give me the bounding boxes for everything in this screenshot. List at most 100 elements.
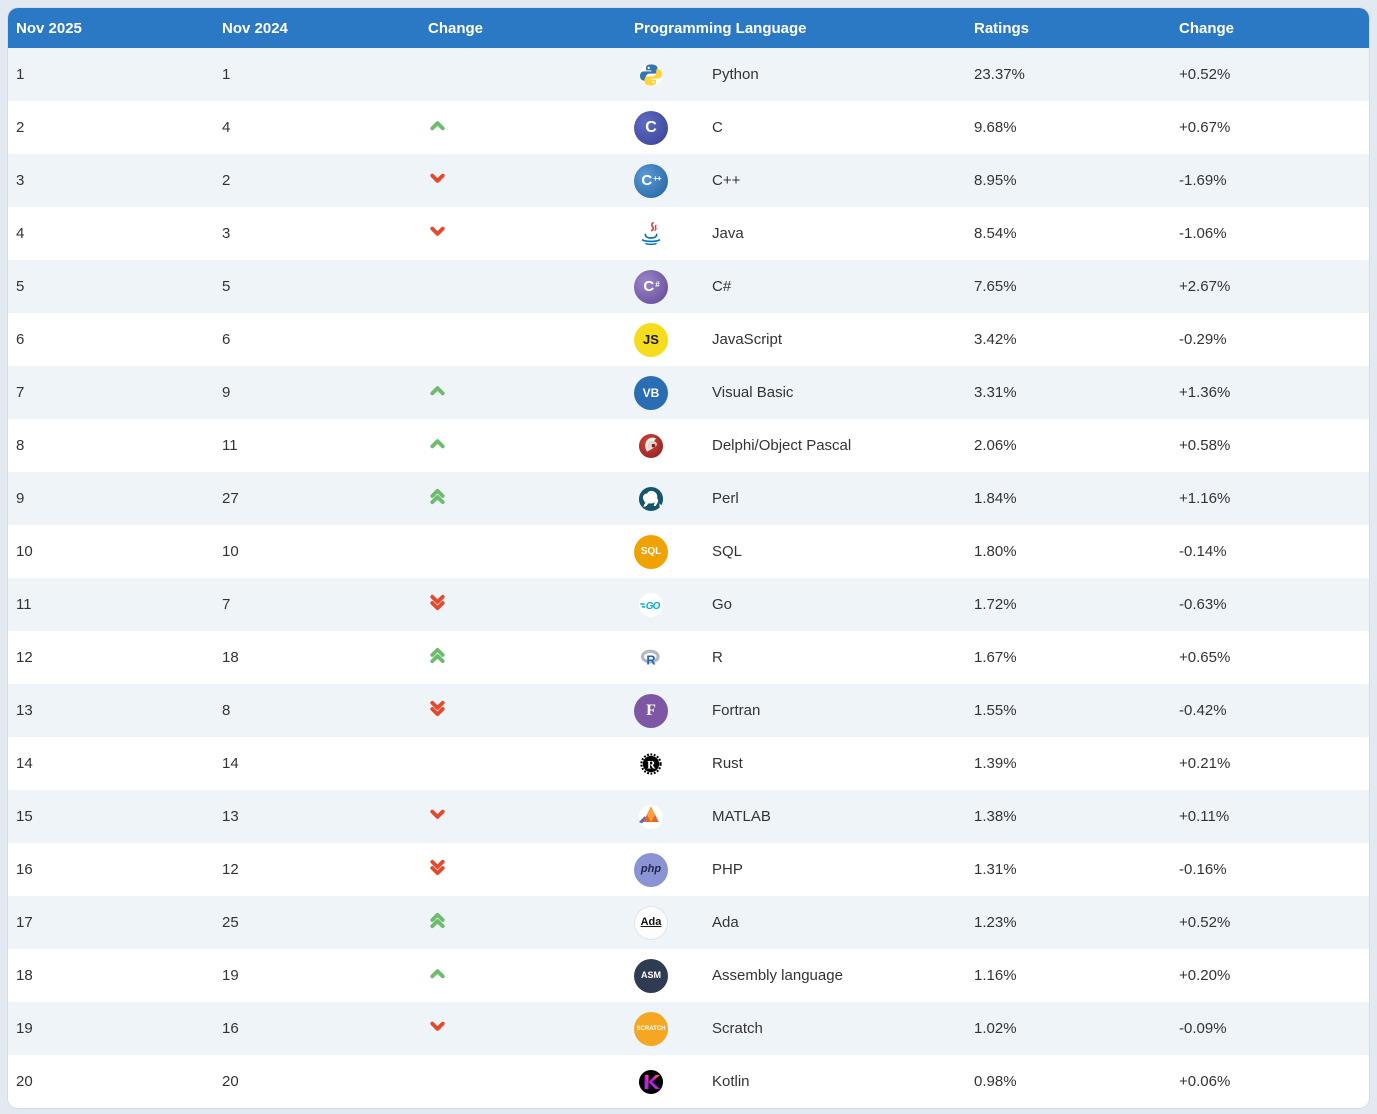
- rating-cell: 7.65%: [974, 278, 1017, 295]
- down-arrow-icon: [428, 805, 447, 828]
- table-row: 18 19 ASM Assembly language 1.16% +0.20%: [8, 949, 1369, 1002]
- rating-change-cell: -1.06%: [1179, 225, 1227, 242]
- rating-change-cell: -0.09%: [1179, 1020, 1227, 1037]
- table-row: 12 18 R R 1.67% +0.65%: [8, 631, 1369, 684]
- rating-cell: 1.72%: [974, 596, 1017, 613]
- table-row: 14 14 R Rust 1.39% +0.21%: [8, 737, 1369, 790]
- col-header-rank-change: Change: [428, 19, 484, 37]
- rating-cell: 1.80%: [974, 543, 1017, 560]
- table-row: 9 27 Perl 1.84% +1.16%: [8, 472, 1369, 525]
- language-label: Go: [712, 596, 733, 613]
- java-icon: [634, 217, 668, 251]
- language-cell: F Fortran: [626, 693, 966, 728]
- rating-change-cell: -0.63%: [1179, 596, 1227, 613]
- language-label: C#: [712, 278, 732, 295]
- language-label: Assembly language: [712, 967, 843, 984]
- language-label: R: [712, 649, 723, 666]
- language-label: Rust: [712, 755, 743, 772]
- rank-now-cell: 8: [16, 437, 25, 454]
- col-header-ratings: Ratings: [974, 19, 1030, 37]
- language-cell: C ++ C++: [626, 163, 966, 198]
- double-down-arrow-icon: [428, 858, 447, 881]
- rank-now-cell: 6: [16, 331, 25, 348]
- rating-change-cell: -0.29%: [1179, 331, 1227, 348]
- svg-text:R: R: [647, 759, 656, 771]
- rating-change-cell: +0.58%: [1179, 437, 1231, 454]
- up-arrow-icon: [428, 381, 447, 404]
- language-cell: C # C#: [626, 269, 966, 304]
- rating-change-cell: -0.14%: [1179, 543, 1227, 560]
- ada-icon-glyph: Ada: [640, 916, 662, 928]
- rating-change-cell: +0.21%: [1179, 755, 1231, 772]
- rank-change-cell: [420, 805, 626, 828]
- rank-change-cell: [420, 646, 626, 669]
- table-row: 6 6 JS JavaScript 3.42% -0.29%: [8, 313, 1369, 366]
- rank-prev-cell: 13: [222, 808, 239, 825]
- kotlin-icon: [634, 1065, 668, 1099]
- rank-prev-cell: 27: [222, 490, 239, 507]
- col-header-rank-now: Nov 2025: [16, 19, 82, 37]
- rating-cell: 1.84%: [974, 490, 1017, 507]
- language-label: Kotlin: [712, 1073, 750, 1090]
- table-row: 20 20 Kotlin 0.98% +0.06%: [8, 1055, 1369, 1108]
- language-cell: Delphi/Object Pascal: [626, 429, 966, 463]
- rank-change-cell: [420, 593, 626, 616]
- table-row: 17 25 Ada Ada 1.23% +0.52%: [8, 896, 1369, 949]
- rating-cell: 0.98%: [974, 1073, 1017, 1090]
- table-row: 13 8 F Fortran 1.55% -0.42%: [8, 684, 1369, 737]
- rank-prev-cell: 14: [222, 755, 239, 772]
- double-up-arrow-icon: [428, 911, 447, 934]
- cpp-icon: C ++: [634, 163, 668, 198]
- double-down-arrow-icon: [428, 699, 447, 722]
- rating-cell: 1.67%: [974, 649, 1017, 666]
- python-icon: [634, 58, 668, 92]
- table-row: 19 16 SCRATCH Scratch 1.02% -0.09%: [8, 1002, 1369, 1055]
- rank-now-cell: 5: [16, 278, 25, 295]
- rating-cell: 1.02%: [974, 1020, 1017, 1037]
- language-label: Ada: [712, 914, 739, 931]
- rating-cell: 1.23%: [974, 914, 1017, 931]
- rating-change-cell: +0.20%: [1179, 967, 1231, 984]
- sql-icon: SQL: [634, 534, 668, 569]
- scratch-icon-glyph: SCRATCH: [636, 1025, 666, 1032]
- down-arrow-icon: [428, 169, 447, 192]
- language-label: C++: [712, 172, 741, 189]
- rank-prev-cell: 6: [222, 331, 231, 348]
- fortran-icon: F: [634, 693, 668, 728]
- rank-now-cell: 18: [16, 967, 33, 984]
- csharp-icon-glyph: C: [643, 278, 655, 295]
- down-arrow-icon: [428, 1017, 447, 1040]
- table-row: 7 9 VB Visual Basic 3.31% +1.36%: [8, 366, 1369, 419]
- table-row: 1 1 Python 23.37% +0.52%: [8, 48, 1369, 101]
- language-cell: GO Go: [626, 588, 966, 622]
- language-cell: Python: [626, 58, 966, 92]
- double-down-arrow-icon: [428, 593, 447, 616]
- rust-icon: R: [634, 747, 668, 781]
- rank-now-cell: 19: [16, 1020, 33, 1037]
- rank-prev-cell: 8: [222, 702, 231, 719]
- rank-prev-cell: 19: [222, 967, 239, 984]
- rank-now-cell: 20: [16, 1073, 33, 1090]
- rating-cell: 1.55%: [974, 702, 1017, 719]
- table-row: 5 5 C # C# 7.65% +2.67%: [8, 260, 1369, 313]
- rating-cell: 1.31%: [974, 861, 1017, 878]
- language-label: Fortran: [712, 702, 761, 719]
- rank-now-cell: 4: [16, 225, 25, 242]
- php-icon: php: [634, 852, 668, 887]
- rank-prev-cell: 25: [222, 914, 239, 931]
- language-cell: Java: [626, 217, 966, 251]
- rating-cell: 9.68%: [974, 119, 1017, 136]
- rank-prev-cell: 4: [222, 119, 231, 136]
- rank-prev-cell: 10: [222, 543, 239, 560]
- rank-now-cell: 7: [16, 384, 25, 401]
- rank-now-cell: 14: [16, 755, 33, 772]
- ada-icon: Ada: [634, 905, 668, 940]
- language-cell: MATLAB: [626, 800, 966, 834]
- rank-change-cell: [420, 1017, 626, 1040]
- rank-change-cell: [420, 381, 626, 404]
- rank-now-cell: 16: [16, 861, 33, 878]
- language-label: MATLAB: [712, 808, 771, 825]
- rating-change-cell: -0.16%: [1179, 861, 1227, 878]
- scratch-icon: SCRATCH: [634, 1011, 668, 1046]
- svg-text:R: R: [646, 652, 655, 667]
